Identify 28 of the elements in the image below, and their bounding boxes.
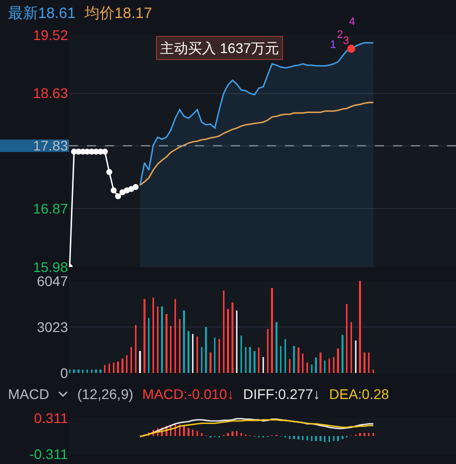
series-label: DEA:0.28	[329, 386, 390, 402]
text: (12,26,9)	[77, 386, 134, 402]
text: 最新18.61	[8, 4, 76, 22]
point	[110, 187, 117, 194]
y-tick-label: -0.311	[29, 446, 68, 462]
y-tick-label: 16.87	[32, 200, 68, 217]
point	[115, 193, 122, 200]
y-tick-label: 6047	[36, 272, 68, 289]
y-tick-label: 19.52	[32, 26, 68, 43]
y-tick-label: 3023	[36, 318, 68, 335]
chart-title: MACD	[8, 386, 50, 402]
point	[347, 44, 356, 53]
annotation: 1	[330, 39, 336, 51]
annotation: 3	[343, 35, 350, 47]
line-series	[139, 102, 374, 186]
point	[106, 168, 112, 175]
y-tick-label: 15.98	[32, 258, 68, 275]
y-tick-label: 0.311	[34, 410, 68, 426]
annotation: 2	[337, 29, 344, 41]
text: 4	[349, 16, 356, 28]
point	[132, 184, 139, 190]
y-tick-label: 18.63	[32, 85, 68, 102]
text: MACD:-0.010↓	[142, 386, 234, 402]
annotation: 主动买入 1637万元	[160, 40, 280, 56]
text: 均价18.17	[84, 4, 152, 22]
y-tick-label: 0	[60, 364, 68, 381]
series-label: DIFF:0.277↓	[243, 386, 320, 402]
y-tick-label: 17.83	[32, 138, 68, 154]
